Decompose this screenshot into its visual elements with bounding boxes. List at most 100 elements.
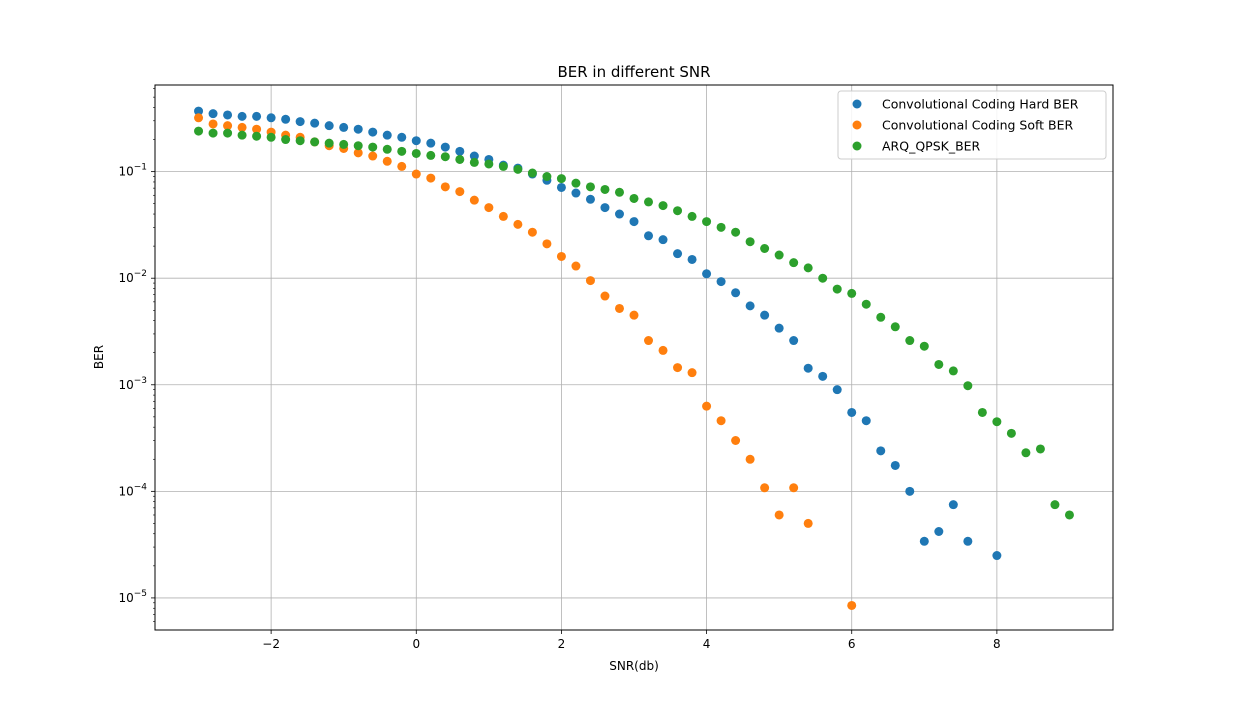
data-point (905, 336, 915, 346)
data-point (397, 132, 407, 142)
chart-title: BER in different SNR (557, 63, 710, 81)
data-point (469, 157, 479, 167)
data-point (876, 446, 886, 456)
data-point (498, 161, 508, 171)
y-axis-label: BER (92, 345, 106, 369)
data-point (440, 142, 450, 152)
data-point (426, 138, 436, 148)
data-point (455, 154, 465, 164)
data-point (223, 121, 233, 131)
data-point (658, 201, 668, 211)
data-point (411, 169, 421, 179)
data-point (731, 227, 741, 237)
data-point (1006, 428, 1016, 438)
data-point (310, 118, 320, 128)
data-point (803, 518, 813, 528)
data-point (963, 381, 973, 391)
legend-box (837, 90, 1107, 160)
data-point (919, 341, 929, 351)
data-point (223, 110, 233, 120)
x-tick-label: 8 (993, 637, 1001, 651)
data-point (832, 385, 842, 395)
data-point (353, 124, 363, 134)
x-tick-label: 2 (558, 637, 566, 651)
data-point (977, 407, 987, 417)
data-point (223, 128, 233, 138)
data-point (353, 141, 363, 151)
data-point (992, 551, 1002, 561)
data-point (440, 182, 450, 192)
data-point (644, 197, 654, 207)
data-point (368, 151, 378, 161)
x-tick-label: 4 (703, 637, 711, 651)
data-point (295, 117, 305, 127)
data-point (600, 184, 610, 194)
legend-marker (852, 120, 862, 130)
data-point (266, 132, 276, 142)
data-point (1035, 444, 1045, 454)
series-3 (194, 126, 1074, 520)
data-point (963, 536, 973, 546)
x-axis-label: SNR(db) (609, 659, 659, 673)
data-point (368, 127, 378, 137)
data-point (760, 310, 770, 320)
y-tick-label: 10−1 (118, 163, 147, 179)
data-point (194, 106, 204, 116)
data-point (194, 113, 204, 123)
data-point (237, 122, 247, 132)
data-point (832, 284, 842, 294)
legend: Convolutional Coding Hard BER Convolution… (837, 90, 1107, 160)
data-point (992, 417, 1002, 427)
x-tick-label: 6 (848, 637, 856, 651)
data-point (731, 288, 741, 298)
data-point (469, 151, 479, 161)
data-point (368, 142, 378, 152)
data-point (513, 164, 523, 174)
data-point (324, 138, 334, 148)
data-point (919, 536, 929, 546)
data-point (208, 119, 218, 129)
data-point (789, 483, 799, 493)
data-point (411, 136, 421, 146)
data-point (252, 111, 262, 121)
data-point (890, 460, 900, 470)
data-point (687, 211, 697, 221)
data-point (281, 114, 291, 124)
data-point (252, 124, 262, 134)
data-point (934, 359, 944, 369)
data-point (353, 148, 363, 158)
data-point (687, 254, 697, 264)
data-point (426, 173, 436, 183)
data-point (455, 187, 465, 197)
data-point (1064, 510, 1074, 520)
data-point (571, 261, 581, 271)
data-point (614, 209, 624, 219)
y-tick-label: 10−3 (118, 376, 147, 392)
data-point (1050, 500, 1060, 510)
data-point (803, 263, 813, 273)
data-point (774, 323, 784, 333)
data-point (803, 363, 813, 373)
data-point (760, 483, 770, 493)
data-point (266, 113, 276, 123)
data-point (847, 407, 857, 417)
data-point (1021, 448, 1031, 458)
data-point (614, 303, 624, 313)
data-point (382, 130, 392, 140)
data-point (687, 368, 697, 378)
y-tick-label: 10−4 (118, 482, 147, 498)
data-point (498, 211, 508, 221)
data-point (702, 217, 712, 227)
data-point (556, 251, 566, 261)
data-point (847, 600, 857, 610)
y-tick-label: 10−5 (118, 589, 147, 605)
data-point (905, 486, 915, 496)
data-point (673, 363, 683, 373)
data-point (208, 128, 218, 138)
data-point (237, 130, 247, 140)
data-point (702, 401, 712, 411)
data-point (252, 131, 262, 141)
data-point (629, 310, 639, 320)
data-point (469, 195, 479, 205)
